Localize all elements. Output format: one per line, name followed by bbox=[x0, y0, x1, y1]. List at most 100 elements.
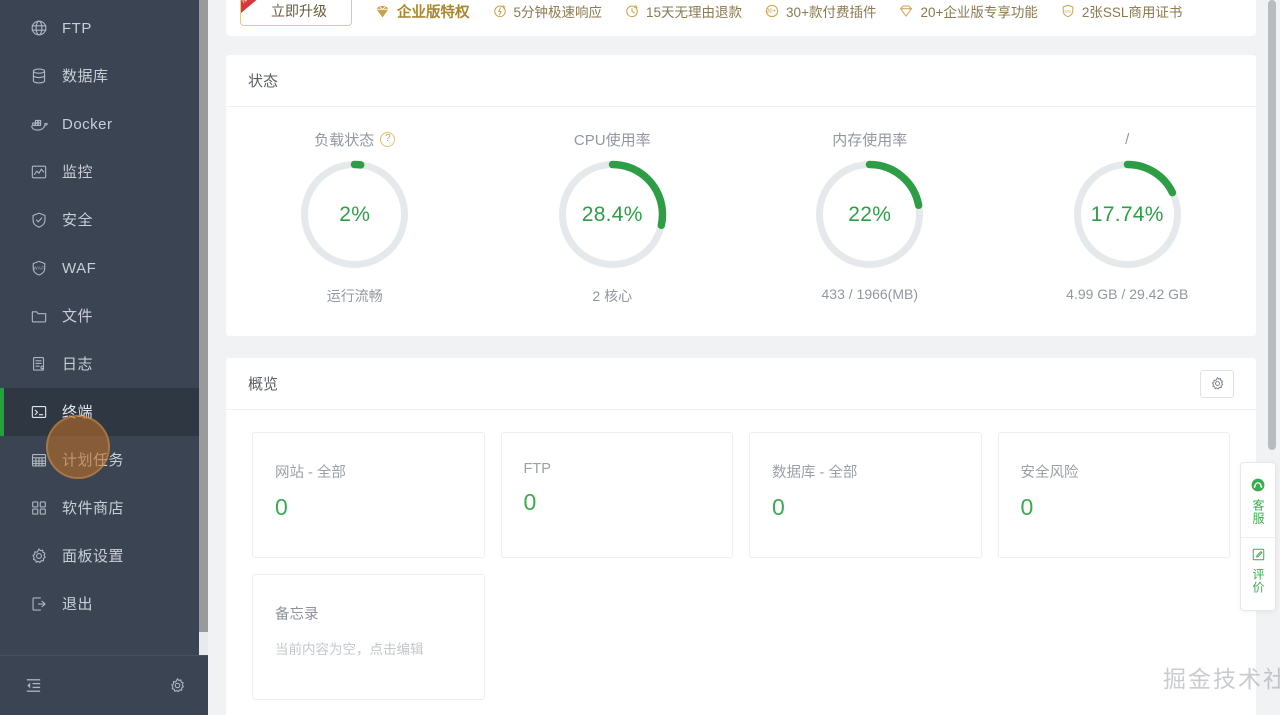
cursor-highlight-terminal bbox=[46, 415, 110, 479]
sidebar-item-label: Docker bbox=[62, 115, 113, 133]
promo-banner: 限时 立即升级 企业版特权 5分钟极速响应 15天无理由退款 30+ 30+款付费插件 2… bbox=[226, 0, 1256, 36]
lightning-clock-icon bbox=[492, 3, 508, 19]
terminal-icon bbox=[30, 403, 48, 421]
database-icon bbox=[30, 67, 48, 85]
overview-card-3[interactable]: 安全风险 0 bbox=[997, 432, 1230, 558]
promo-feature-label: 5分钟极速响应 bbox=[513, 5, 603, 20]
sidebar-item-文件[interactable]: 文件 bbox=[0, 292, 208, 340]
overview-settings-gear-icon[interactable] bbox=[1200, 369, 1234, 398]
overview-cell: 备忘录当前内容为空，点击编辑 bbox=[244, 574, 493, 715]
gear-icon bbox=[30, 547, 48, 565]
float-panel-item-label: 评价 bbox=[1251, 568, 1265, 594]
sidebar-scrollbar-thumb[interactable] bbox=[199, 0, 208, 632]
overview-card-1[interactable]: FTP 0 bbox=[500, 432, 733, 558]
calendar-task-icon bbox=[30, 451, 48, 469]
gauge-0: 负载状态? 2% 运行流畅 bbox=[226, 107, 484, 335]
gauge-2: 内存使用率 22% 433 / 1966(MB) bbox=[741, 107, 999, 335]
overview-memo-text: 当前内容为空，点击编辑 bbox=[275, 642, 424, 657]
sidebar-nav-list: 网站FTP数据库Docker监控安全WAFWAF文件日志终端计划任务软件商店面板… bbox=[0, 0, 208, 670]
sidebar-footer bbox=[0, 655, 208, 715]
gauge-label-wrap: / bbox=[1125, 129, 1129, 149]
sidebar-scrollbar[interactable] bbox=[199, 0, 208, 655]
gauge-value: 28.4% bbox=[581, 202, 643, 226]
promo-ribbon-tag: 限时 bbox=[241, 0, 271, 19]
sidebar-item-label: 软件商店 bbox=[62, 499, 125, 517]
sidebar-item-label: 安全 bbox=[62, 211, 94, 229]
gauge-value: 2% bbox=[339, 202, 371, 226]
gauge-label: 内存使用率 bbox=[832, 131, 908, 149]
overview-card-2[interactable]: 数据库 - 全部 0 bbox=[749, 432, 982, 558]
overview-card-header: 概览 bbox=[226, 358, 1256, 410]
log-list-icon bbox=[30, 355, 48, 373]
gauge-subtext: 4.99 GB / 29.42 GB bbox=[1066, 286, 1189, 302]
gauge-value: 22% bbox=[848, 202, 892, 226]
sidebar-item-日志[interactable]: 日志 bbox=[0, 340, 208, 388]
gauge-label: CPU使用率 bbox=[573, 131, 651, 149]
sidebar-item-WAF[interactable]: WAF WAF bbox=[0, 244, 208, 292]
sidebar-item-软件商店[interactable]: 软件商店 bbox=[0, 484, 208, 532]
ssl-shield-icon: SSL bbox=[1060, 3, 1076, 19]
waf-shield-icon: WAF bbox=[30, 259, 48, 277]
promo-feature-5[interactable]: SSL 2张SSL商用证书 bbox=[1060, 1, 1183, 21]
overview-grid: 网站 - 全部 0 FTP 0 数据库 - 全部 0 安全风险 0 备忘录 当前内容为空，点击编辑 bbox=[226, 410, 1256, 715]
status-card: 状态 负载状态? 2% 运行流畅 CPU使用率 28.4% 2 核心 内存使用率 22% 433… bbox=[226, 55, 1256, 336]
sidebar-item-label: 退出 bbox=[62, 595, 94, 613]
sidebar-item-label: 数据库 bbox=[62, 67, 109, 85]
sidebar-item-Docker[interactable]: Docker bbox=[0, 100, 208, 148]
sidebar-item-label: 面板设置 bbox=[62, 547, 125, 565]
overview-card-name: 安全风险 bbox=[1020, 465, 1079, 481]
sidebar-item-FTP[interactable]: FTP bbox=[0, 4, 208, 52]
upgrade-now-button[interactable]: 限时 立即升级 bbox=[240, 0, 352, 26]
sidebar-item-面板设置[interactable]: 面板设置 bbox=[0, 532, 208, 580]
promo-feature-4[interactable]: 20+企业版专享功能 bbox=[898, 1, 1038, 21]
overview-card-name: FTP bbox=[523, 461, 551, 477]
sidebar-item-监控[interactable]: 监控 bbox=[0, 148, 208, 196]
svg-text:SSL: SSL bbox=[1064, 8, 1072, 13]
main-scrollbar-thumb[interactable] bbox=[1268, 0, 1276, 450]
sidebar-settings-gear-icon[interactable] bbox=[169, 677, 186, 694]
plugin-badge-icon: 30+ bbox=[764, 3, 780, 19]
promo-feature-label: 企业版特权 bbox=[397, 4, 470, 21]
gauge-value: 17.74% bbox=[1090, 202, 1164, 226]
status-gauges: 负载状态? 2% 运行流畅 CPU使用率 28.4% 2 核心 内存使用率 22% 433 / … bbox=[226, 107, 1256, 335]
sidebar-item-数据库[interactable]: 数据库 bbox=[0, 52, 208, 100]
edit-review-icon bbox=[1251, 547, 1266, 565]
overview-title: 概览 bbox=[248, 376, 279, 393]
shield-check-icon bbox=[30, 211, 48, 229]
promo-feature-label: 15天无理由退款 bbox=[646, 5, 743, 20]
question-mark-icon[interactable]: ? bbox=[380, 131, 396, 147]
main-scrollbar[interactable] bbox=[1268, 0, 1276, 715]
sidebar-item-label: FTP bbox=[62, 19, 92, 37]
float-panel-item-label: 客服 bbox=[1251, 499, 1265, 525]
gauge-ring: 28.4% bbox=[555, 157, 670, 272]
promo-feature-3[interactable]: 30+ 30+款付费插件 bbox=[764, 1, 876, 21]
promo-feature-1[interactable]: 5分钟极速响应 bbox=[492, 1, 603, 21]
gauge-subtext: 2 核心 bbox=[592, 288, 633, 304]
overview-card-name: 备忘录 bbox=[275, 607, 319, 623]
float-panel-item-客服[interactable]: 客服 bbox=[1241, 471, 1275, 531]
headset-support-icon bbox=[1250, 477, 1266, 496]
gauge-ring: 17.74% bbox=[1070, 157, 1185, 272]
overview-card-memo[interactable]: 备忘录当前内容为空，点击编辑 bbox=[252, 574, 485, 700]
sidebar-item-安全[interactable]: 安全 bbox=[0, 196, 208, 244]
diamond-icon bbox=[374, 3, 391, 20]
sidebar-item-label: 监控 bbox=[62, 163, 94, 181]
promo-feature-label: 2张SSL商用证书 bbox=[1081, 5, 1183, 20]
gauge-ring: 22% bbox=[812, 157, 927, 272]
overview-card-name: 网站 - 全部 bbox=[275, 465, 346, 481]
overview-card-value: 0 bbox=[275, 494, 288, 520]
float-panel-item-评价[interactable]: 评价 bbox=[1241, 537, 1275, 600]
overview-card-name: 数据库 - 全部 bbox=[772, 465, 858, 481]
collapse-sidebar-icon[interactable] bbox=[24, 676, 43, 695]
sidebar-item-退出[interactable]: 退出 bbox=[0, 580, 208, 628]
promo-feature-0[interactable]: 企业版特权 bbox=[374, 1, 470, 22]
gauge-3: / 17.74% 4.99 GB / 29.42 GB bbox=[999, 107, 1257, 335]
docker-icon bbox=[30, 115, 48, 133]
overview-card-value: 0 bbox=[772, 494, 785, 520]
promo-feature-list: 企业版特权 5分钟极速响应 15天无理由退款 30+ 30+款付费插件 20+企业版专享功… bbox=[352, 1, 1182, 22]
gauge-ring: 2% bbox=[297, 157, 412, 272]
overview-card-0[interactable]: 网站 - 全部 0 bbox=[252, 432, 485, 558]
promo-feature-2[interactable]: 15天无理由退款 bbox=[624, 1, 742, 21]
overview-card-value: 0 bbox=[1020, 494, 1034, 520]
